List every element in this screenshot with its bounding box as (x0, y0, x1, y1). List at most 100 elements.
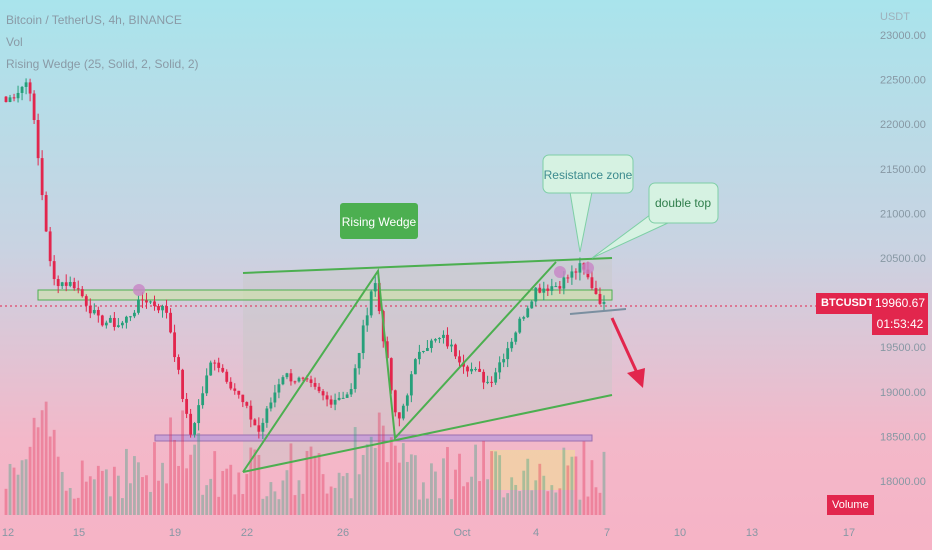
volume-bar (116, 475, 120, 515)
indicator-legend[interactable]: Rising Wedge (25, Solid, 2, Solid, 2) (6, 57, 199, 71)
candle (522, 317, 526, 319)
volume-bar (125, 448, 128, 515)
volume-bar (225, 468, 229, 515)
volume-bar (120, 498, 124, 515)
candle (12, 97, 16, 99)
volume-bar (237, 472, 241, 515)
candle (4, 96, 8, 103)
candle (289, 373, 293, 382)
volume-bar (245, 474, 249, 515)
volume-bar (181, 410, 184, 515)
candle (518, 318, 522, 333)
volume-bar (28, 446, 32, 515)
volume-bar (281, 480, 285, 515)
candle (257, 425, 261, 432)
volume-bar (522, 470, 526, 515)
volume-bar (341, 476, 345, 515)
volume-bar (313, 455, 317, 515)
volume-bar (8, 463, 12, 515)
candle (385, 341, 389, 359)
candle (349, 389, 353, 395)
price-axis-unit: USDT (880, 11, 910, 23)
volume-bar (349, 498, 353, 515)
volume-bar (438, 498, 441, 515)
candle (297, 377, 301, 382)
volume-bar (141, 477, 144, 515)
candle (506, 348, 510, 360)
candle (510, 341, 514, 349)
volume-bar (566, 465, 570, 515)
candle (474, 368, 477, 370)
candle (478, 368, 481, 372)
candle (397, 412, 401, 419)
volume-bar (474, 444, 477, 515)
volume-bar (197, 433, 201, 515)
volume-bar (490, 451, 494, 515)
volume-bar (96, 465, 100, 515)
volume-bar (221, 471, 225, 515)
candle (76, 288, 80, 290)
candle (554, 286, 558, 288)
volume-bar (365, 444, 369, 515)
candle (430, 340, 433, 349)
time-axis-label: 7 (604, 527, 610, 539)
candle (494, 372, 498, 383)
candle (281, 377, 285, 385)
candle (534, 287, 538, 302)
candle (293, 381, 297, 383)
volume-bar (165, 483, 168, 515)
volume-bar (205, 485, 209, 515)
candle (229, 381, 233, 389)
volume-bar (16, 474, 20, 515)
candle (538, 287, 542, 293)
volume-bar (498, 455, 502, 515)
volume-bar (454, 469, 457, 515)
bearish-arrow-head (627, 368, 645, 388)
volume-bar (285, 470, 289, 515)
candle (249, 405, 253, 420)
volume-bar (385, 462, 389, 515)
candle (96, 309, 100, 316)
candle (56, 279, 60, 287)
volume-bar (538, 463, 542, 515)
candle (446, 334, 449, 347)
candle (129, 316, 132, 318)
candle (181, 369, 184, 399)
price-axis-label: 20500.00 (880, 253, 926, 265)
volume-bar (24, 459, 28, 515)
time-axis-label: 15 (73, 527, 85, 539)
candle (321, 391, 325, 396)
candle (393, 390, 397, 413)
resistance-callout-box (542, 154, 634, 194)
price-axis-label: 22500.00 (880, 75, 926, 87)
volume-bar (518, 491, 522, 515)
candle (401, 405, 405, 419)
volume-bar (397, 462, 401, 515)
candle (341, 397, 345, 399)
volume-bar (373, 447, 377, 515)
volume-bar (76, 497, 80, 515)
candle (177, 357, 180, 370)
volume-bar (257, 454, 261, 515)
candle (233, 388, 237, 391)
volume-bar (381, 425, 385, 515)
candle (120, 322, 124, 326)
candle (305, 378, 309, 380)
candle (165, 305, 168, 313)
volume-bar (586, 496, 590, 515)
candle (337, 397, 341, 400)
candle (253, 419, 257, 426)
candle (578, 263, 582, 273)
candle (273, 392, 277, 403)
candle (153, 301, 156, 307)
volume-badge: Volume (827, 495, 874, 515)
volume-bar (145, 475, 148, 515)
volume-bar (137, 462, 140, 515)
candle (104, 322, 108, 326)
time-axis-label: 13 (746, 527, 758, 539)
candle (482, 371, 485, 383)
candle (389, 358, 393, 391)
candle (225, 371, 229, 382)
